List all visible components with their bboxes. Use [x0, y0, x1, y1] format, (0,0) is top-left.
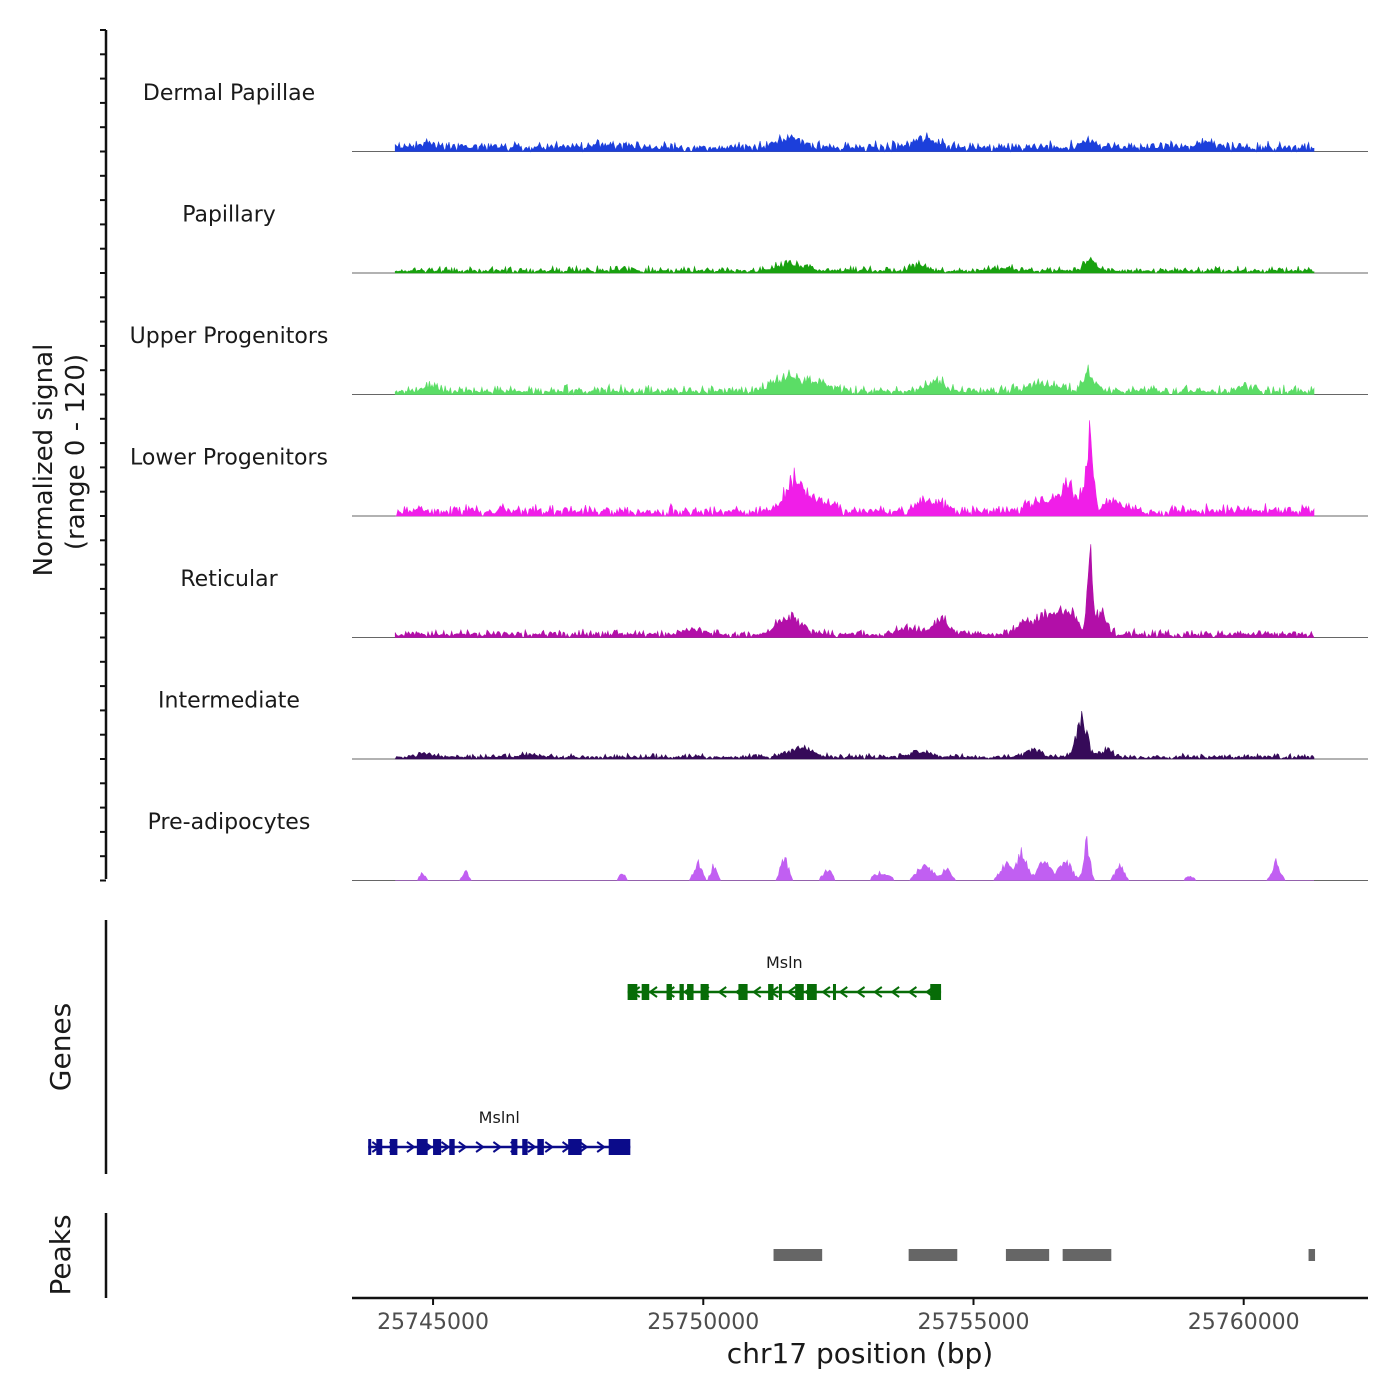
track-1: Papillary — [182, 203, 1368, 275]
track-0: Dermal Papillae — [143, 81, 1368, 153]
gene-exon — [522, 1139, 528, 1155]
signal-area — [394, 364, 1315, 396]
gene-label: Mslnl — [479, 1108, 520, 1127]
gene-exon — [627, 984, 638, 1000]
signal-area — [395, 420, 1315, 518]
gene-exon — [700, 984, 709, 1000]
gene-exon — [679, 984, 684, 1000]
gene-exon — [930, 984, 942, 1000]
gene-msln: Msln — [627, 953, 942, 1000]
gene-exon — [537, 1139, 544, 1155]
track-label: Pre-adipocytes — [148, 810, 311, 835]
genes-panel-label: Genes — [44, 1003, 77, 1091]
gene-exon — [449, 1139, 455, 1155]
gene-exon — [738, 984, 748, 1000]
gene-mslnl: Mslnl — [368, 1108, 631, 1155]
gene-exon — [568, 1139, 582, 1155]
strand-arrow — [907, 986, 918, 998]
peak-region — [1062, 1249, 1112, 1261]
peaks-panel-label: Peaks — [44, 1214, 77, 1295]
signal-area — [394, 132, 1315, 153]
strand-arrow — [406, 1141, 416, 1153]
gene-exon — [433, 1139, 442, 1155]
strand-arrow — [873, 986, 883, 998]
gene-exon — [807, 984, 817, 1000]
track-6: Pre-adipocytes — [148, 810, 1368, 881]
strand-arrow — [786, 986, 796, 998]
gene-exon — [687, 984, 694, 1000]
strand-arrow — [717, 986, 727, 998]
signal-y-axis-ticks — [100, 29, 106, 882]
strand-arrow — [648, 986, 658, 998]
gene-exon — [389, 1139, 398, 1155]
gene-exon — [641, 984, 650, 1000]
x-axis-label: chr17 position (bp) — [727, 1337, 993, 1370]
peak-regions — [773, 1249, 1316, 1261]
track-label: Papillary — [182, 203, 276, 228]
track-label: Dermal Papillae — [143, 81, 315, 106]
gene-exon — [368, 1139, 372, 1155]
signal-area — [394, 256, 1315, 275]
gene-exon — [778, 984, 782, 1000]
x-axis-ticks: 25745000 25750000 25755000 25760000 — [377, 1298, 1300, 1335]
signal-tracks: Dermal Papillae Papillary Upper Progenitor… — [130, 81, 1368, 881]
gene-exon — [511, 1139, 518, 1155]
gene-exon — [608, 1139, 631, 1155]
strand-arrow — [544, 1141, 554, 1153]
peak-region — [773, 1249, 823, 1261]
strand-arrow — [596, 1141, 606, 1153]
strand-arrow — [492, 1141, 503, 1153]
signal-area — [394, 710, 1315, 760]
gene-exon — [832, 984, 836, 1000]
track-label: Intermediate — [158, 689, 300, 714]
strand-arrow — [821, 986, 831, 998]
track-4: Reticular — [180, 544, 1368, 639]
strand-arrow — [890, 986, 900, 998]
peak-region — [1308, 1249, 1316, 1261]
x-tick-label: 25745000 — [377, 1310, 489, 1335]
track-2: Upper Progenitors — [130, 324, 1368, 396]
gene-exon — [376, 1139, 383, 1155]
strand-arrow — [458, 1141, 468, 1153]
y-axis-label: Normalized signal (range 0 - 120) — [29, 344, 91, 577]
signal-area — [395, 836, 1314, 881]
track-label: Upper Progenitors — [130, 324, 329, 349]
strand-arrow — [855, 986, 866, 998]
track-3: Lower Progenitors — [130, 420, 1368, 518]
gene-annotations: Msln Mslnl — [368, 953, 942, 1155]
gene-exon — [768, 984, 774, 1000]
gene-exon — [416, 1139, 428, 1155]
peak-region — [1005, 1249, 1050, 1261]
gene-exon — [795, 984, 804, 1000]
y-axis-label-line2: (range 0 - 120) — [61, 354, 91, 550]
track-5: Intermediate — [158, 689, 1368, 760]
strand-arrow — [752, 986, 762, 998]
x-tick-label: 25750000 — [647, 1310, 759, 1335]
strand-arrow — [838, 986, 848, 998]
track-label: Lower Progenitors — [130, 446, 328, 471]
gene-label: Msln — [766, 953, 803, 972]
strand-arrow — [579, 1141, 589, 1153]
strand-arrow — [475, 1141, 485, 1153]
gene-exon — [666, 984, 672, 1000]
signal-area — [394, 544, 1315, 639]
y-axis-label-line1: Normalized signal — [29, 344, 59, 577]
strand-arrow — [527, 1141, 537, 1153]
x-tick-label: 25755000 — [917, 1310, 1029, 1335]
track-label: Reticular — [180, 567, 278, 592]
peak-region — [908, 1249, 958, 1261]
x-tick-label: 25760000 — [1188, 1310, 1300, 1335]
strand-arrow — [440, 1141, 451, 1153]
